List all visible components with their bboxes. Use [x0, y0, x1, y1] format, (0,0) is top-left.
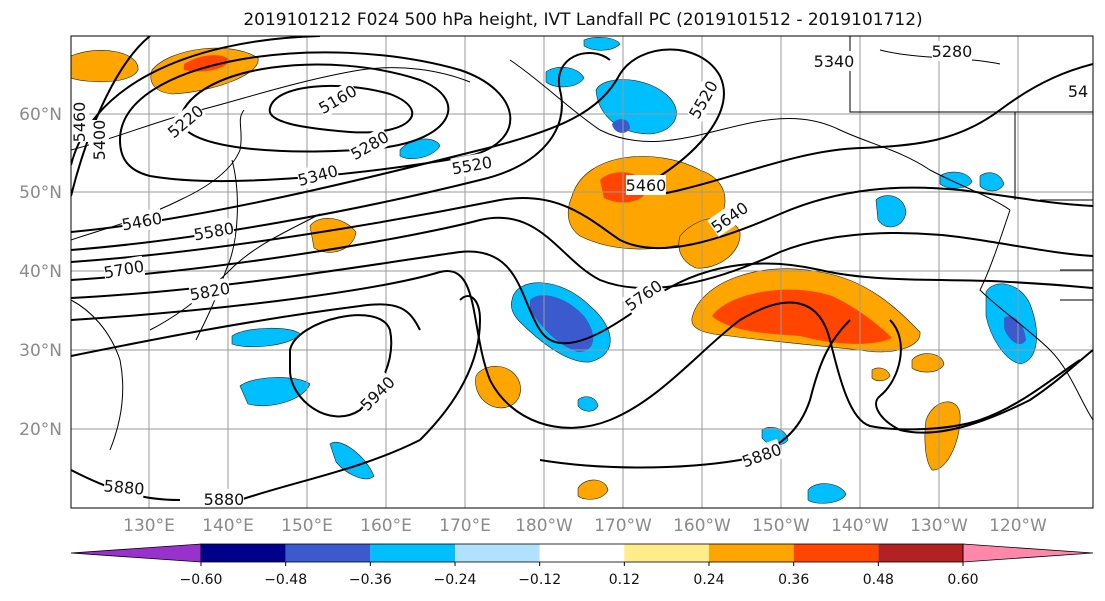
map-frame	[70, 35, 1094, 509]
colorbar-extend-high	[962, 543, 1094, 563]
colorbar-segment	[539, 544, 625, 562]
ivt-negative-region	[979, 172, 1005, 192]
longitude-axis: 130°E 140°E 150°E 160°E 170°E 180°W 170°…	[123, 516, 1047, 536]
latitude-axis: 60°N 50°N 40°N 30°N 20°N	[19, 105, 62, 440]
colorbar-tick-label: 0.36	[778, 572, 809, 588]
colorbar-tick-label: 0.60	[947, 572, 978, 588]
ivt-positive-region	[309, 218, 357, 253]
contour-label: 5460	[70, 102, 89, 143]
contour-label: 5280	[932, 42, 973, 61]
colorbar-segment	[201, 544, 286, 562]
colorbar-tick-label: −0.12	[518, 572, 561, 588]
lon-label: 170°W	[594, 516, 652, 536]
contour-label: 54	[1068, 82, 1088, 101]
ivt-negative-region	[583, 37, 621, 51]
lon-label: 160°E	[360, 516, 412, 536]
lat-label: 50°N	[19, 183, 62, 203]
colorbar-tick-label: 0.24	[693, 572, 724, 588]
ivt-shading	[71, 37, 1037, 504]
colorbar-segment	[285, 544, 371, 562]
colorbar-segment	[793, 544, 879, 562]
ivt-positive-region	[712, 289, 892, 344]
ivt-positive-region	[71, 50, 139, 83]
colorbar-tick-label: −0.24	[434, 572, 477, 588]
colorbar-tick-label: 0.12	[609, 572, 640, 588]
colorbar-tick-label: 0.48	[863, 572, 894, 588]
colorbar-segment	[455, 544, 540, 562]
colorbar-segment	[370, 544, 455, 562]
lat-label: 40°N	[19, 262, 62, 282]
ivt-negative-region	[1004, 316, 1026, 345]
lon-label: 130°W	[910, 516, 968, 536]
colorbar-tick-label: −0.36	[349, 572, 392, 588]
colorbar-extend-low	[70, 543, 202, 563]
lon-label: 160°W	[673, 516, 731, 536]
ivt-positive-region	[871, 367, 891, 382]
lon-label: 130°E	[123, 516, 175, 536]
contour-label: 5460	[626, 176, 667, 195]
colorbar-tick-label: −0.48	[264, 572, 307, 588]
ivt-negative-region	[612, 119, 630, 133]
ivt-positive-region	[184, 55, 230, 72]
lat-label: 60°N	[19, 105, 62, 125]
ivt-negative-region	[545, 66, 585, 88]
lon-label: 150°E	[281, 516, 333, 536]
contour-label: 5340	[814, 52, 855, 71]
ivt-positive-region	[475, 366, 521, 409]
colorbar: −0.60 −0.48 −0.36 −0.24 −0.12 0.12 0.24 0.36 0.4…	[70, 543, 1094, 588]
colorbar-segment	[709, 544, 794, 562]
colorbar-segment	[878, 544, 963, 562]
lon-label: 140°W	[831, 516, 889, 536]
contour-label: 5400	[90, 120, 109, 161]
lon-label: 180°W	[515, 516, 573, 536]
map-panel: 5220 5160 5280 5520 5460 5400 5340 5520 …	[70, 35, 1094, 509]
colorbar-segment	[624, 544, 709, 562]
contour-label: 5880	[204, 490, 245, 509]
ivt-negative-region	[875, 195, 907, 228]
colorbar-tick-label: −0.60	[180, 572, 223, 588]
colorbar-frame	[200, 543, 964, 563]
ivt-negative-region	[530, 295, 594, 352]
ivt-positive-region	[924, 401, 961, 471]
ivt-negative-region	[939, 171, 973, 189]
lon-label: 150°W	[752, 516, 810, 536]
lon-label: 170°E	[439, 516, 491, 536]
ivt-negative-region	[595, 79, 677, 135]
lat-label: 30°N	[19, 341, 62, 361]
lon-label: 140°E	[202, 516, 254, 536]
lon-label: 120°W	[989, 516, 1047, 536]
ivt-negative-region	[577, 396, 599, 412]
map-title: 2019101212 F024 500 hPa height, IVT Land…	[243, 10, 922, 30]
ivt-negative-region	[807, 483, 847, 504]
ivt-positive-region	[577, 479, 609, 500]
ivt-positive-region	[911, 353, 945, 373]
contour-label: 5880	[103, 476, 145, 498]
lat-label: 20°N	[19, 420, 62, 440]
